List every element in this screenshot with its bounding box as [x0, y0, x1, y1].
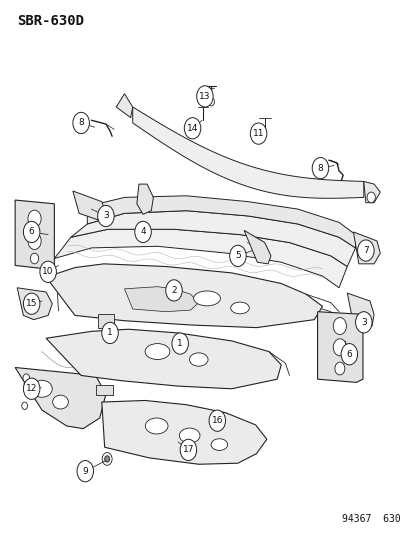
- Ellipse shape: [31, 380, 52, 397]
- Polygon shape: [17, 288, 52, 320]
- Circle shape: [250, 123, 266, 144]
- Polygon shape: [46, 329, 280, 389]
- Circle shape: [77, 461, 93, 482]
- Text: 8: 8: [78, 118, 84, 127]
- Text: 1: 1: [177, 339, 183, 348]
- Text: 1: 1: [107, 328, 113, 337]
- Circle shape: [102, 453, 112, 465]
- Polygon shape: [137, 184, 153, 214]
- Text: 94367  630: 94367 630: [342, 514, 400, 524]
- Circle shape: [23, 378, 40, 399]
- Circle shape: [332, 339, 346, 356]
- Polygon shape: [46, 264, 322, 328]
- Circle shape: [23, 293, 40, 314]
- Text: 11: 11: [252, 129, 263, 138]
- Polygon shape: [15, 200, 54, 269]
- Polygon shape: [347, 293, 373, 330]
- Circle shape: [334, 362, 344, 375]
- Circle shape: [165, 280, 182, 301]
- Polygon shape: [353, 232, 380, 264]
- Ellipse shape: [189, 353, 207, 366]
- Polygon shape: [244, 230, 270, 264]
- Ellipse shape: [179, 428, 199, 443]
- Circle shape: [30, 253, 38, 264]
- Polygon shape: [96, 384, 113, 395]
- Circle shape: [209, 410, 225, 431]
- Polygon shape: [317, 312, 362, 382]
- Text: 13: 13: [199, 92, 210, 101]
- Circle shape: [184, 118, 200, 139]
- Circle shape: [355, 312, 371, 333]
- Text: 10: 10: [42, 268, 54, 276]
- Text: 17: 17: [182, 446, 194, 455]
- Polygon shape: [116, 94, 133, 118]
- Text: SBR-630D: SBR-630D: [17, 14, 84, 28]
- Text: 15: 15: [26, 299, 37, 308]
- Text: 7: 7: [362, 246, 368, 255]
- Text: 9: 9: [82, 467, 88, 475]
- Circle shape: [23, 221, 40, 243]
- Polygon shape: [71, 211, 355, 266]
- Polygon shape: [124, 287, 198, 312]
- Text: 2: 2: [171, 286, 176, 295]
- Text: 5: 5: [235, 252, 240, 260]
- Text: 3: 3: [360, 318, 366, 327]
- Circle shape: [104, 456, 109, 462]
- Circle shape: [366, 192, 375, 203]
- Circle shape: [340, 344, 357, 365]
- Text: 3: 3: [103, 212, 109, 221]
- Text: 8: 8: [317, 164, 323, 173]
- Circle shape: [207, 98, 214, 106]
- Text: 16: 16: [211, 416, 223, 425]
- Circle shape: [311, 158, 328, 179]
- Polygon shape: [54, 229, 347, 288]
- Circle shape: [180, 439, 196, 461]
- Ellipse shape: [145, 344, 169, 360]
- Circle shape: [196, 86, 213, 107]
- Circle shape: [22, 402, 27, 409]
- Circle shape: [229, 245, 246, 266]
- Polygon shape: [87, 196, 355, 248]
- Polygon shape: [15, 368, 106, 429]
- Circle shape: [23, 374, 29, 382]
- Circle shape: [135, 221, 151, 243]
- Circle shape: [28, 210, 41, 227]
- Circle shape: [97, 205, 114, 227]
- Circle shape: [332, 318, 346, 335]
- Polygon shape: [363, 181, 380, 203]
- Ellipse shape: [230, 302, 249, 314]
- Circle shape: [357, 240, 373, 261]
- Polygon shape: [97, 314, 114, 328]
- Text: 6: 6: [28, 228, 34, 237]
- Text: 12: 12: [26, 384, 37, 393]
- Circle shape: [40, 261, 56, 282]
- Polygon shape: [102, 400, 266, 464]
- Ellipse shape: [193, 291, 220, 306]
- Polygon shape: [133, 107, 363, 198]
- Text: 14: 14: [186, 124, 198, 133]
- Ellipse shape: [211, 439, 227, 450]
- Polygon shape: [73, 191, 106, 220]
- Circle shape: [73, 112, 89, 134]
- Text: 4: 4: [140, 228, 145, 237]
- Ellipse shape: [145, 418, 168, 434]
- Circle shape: [171, 333, 188, 354]
- Ellipse shape: [52, 395, 68, 409]
- Text: 6: 6: [346, 350, 351, 359]
- Circle shape: [28, 232, 41, 249]
- Circle shape: [102, 322, 118, 344]
